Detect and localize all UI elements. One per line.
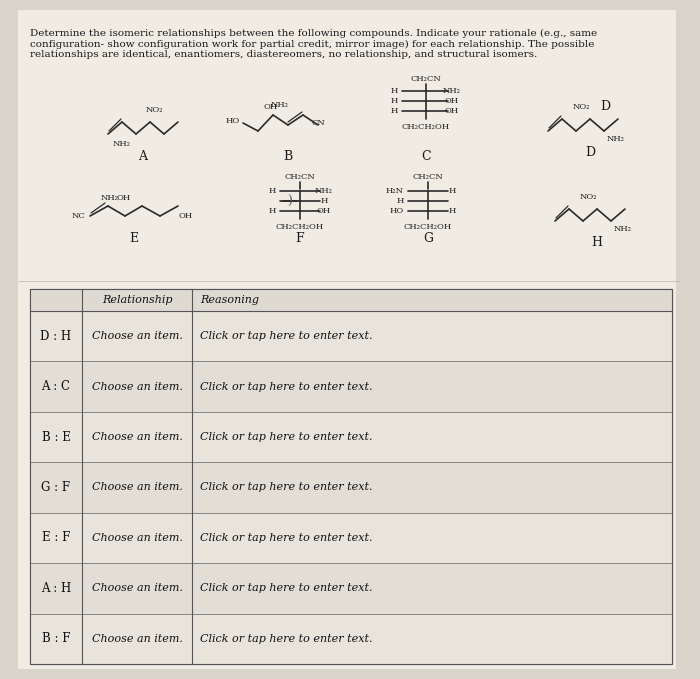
Text: Choose an item.: Choose an item. — [92, 432, 183, 442]
FancyBboxPatch shape — [30, 462, 672, 513]
Text: CN: CN — [311, 119, 325, 127]
Text: NO₂: NO₂ — [580, 193, 596, 201]
FancyBboxPatch shape — [30, 289, 672, 311]
Text: H: H — [269, 207, 276, 215]
Text: ): ) — [288, 194, 293, 208]
Text: NH₂: NH₂ — [315, 187, 333, 195]
Text: Click or tap here to enter text.: Click or tap here to enter text. — [200, 331, 372, 342]
Text: Choose an item.: Choose an item. — [92, 583, 183, 593]
Text: A : H: A : H — [41, 582, 71, 595]
Text: NO₂: NO₂ — [573, 103, 589, 111]
Text: D: D — [600, 100, 610, 113]
Text: E: E — [130, 232, 139, 246]
Text: B : F: B : F — [42, 632, 70, 645]
Text: Choose an item.: Choose an item. — [92, 483, 183, 492]
Text: H: H — [397, 197, 404, 205]
Text: F: F — [295, 232, 304, 246]
Text: H₂N: H₂N — [386, 187, 404, 195]
Text: HO: HO — [390, 207, 404, 215]
Text: CH₂CN: CH₂CN — [411, 75, 442, 83]
Text: OH: OH — [317, 207, 331, 215]
FancyBboxPatch shape — [30, 563, 672, 614]
Text: G : F: G : F — [41, 481, 71, 494]
Text: CH₂CN: CH₂CN — [412, 173, 443, 181]
Text: Click or tap here to enter text.: Click or tap here to enter text. — [200, 432, 372, 442]
Text: Reasoning: Reasoning — [200, 295, 259, 305]
Text: CH₂CN: CH₂CN — [285, 173, 316, 181]
FancyBboxPatch shape — [30, 513, 672, 563]
FancyBboxPatch shape — [18, 10, 676, 669]
Text: NC: NC — [71, 212, 85, 220]
Text: OH: OH — [179, 212, 193, 220]
Text: OH: OH — [445, 97, 459, 105]
Text: H: H — [448, 187, 456, 195]
Text: D: D — [585, 147, 595, 160]
Text: NH₂: NH₂ — [443, 87, 461, 95]
Text: B : E: B : E — [41, 430, 71, 443]
Text: Click or tap here to enter text.: Click or tap here to enter text. — [200, 533, 372, 543]
Text: H: H — [448, 207, 456, 215]
Text: NH₂: NH₂ — [113, 140, 131, 148]
Text: Choose an item.: Choose an item. — [92, 634, 183, 644]
Text: E : F: E : F — [42, 532, 70, 545]
Text: NH₂: NH₂ — [607, 135, 625, 143]
Text: Click or tap here to enter text.: Click or tap here to enter text. — [200, 634, 372, 644]
FancyBboxPatch shape — [30, 289, 672, 664]
Text: A: A — [139, 149, 148, 162]
FancyBboxPatch shape — [30, 614, 672, 664]
Text: H: H — [592, 236, 603, 249]
Text: Determine the isomeric relationships between the following compounds. Indicate y: Determine the isomeric relationships bet… — [30, 29, 597, 59]
Text: H: H — [391, 107, 398, 115]
Text: CH₂CH₂OH: CH₂CH₂OH — [404, 223, 452, 231]
FancyBboxPatch shape — [30, 412, 672, 462]
Text: A : C: A : C — [41, 380, 71, 393]
Text: H: H — [391, 87, 398, 95]
Text: Relationship: Relationship — [102, 295, 172, 305]
Text: G: G — [423, 232, 433, 246]
Text: CH₂CH₂OH: CH₂CH₂OH — [276, 223, 324, 231]
Text: Choose an item.: Choose an item. — [92, 331, 183, 342]
Text: Click or tap here to enter text.: Click or tap here to enter text. — [200, 382, 372, 392]
Text: OH: OH — [264, 103, 278, 111]
Text: B: B — [284, 149, 293, 162]
Text: OH: OH — [445, 107, 459, 115]
Text: H: H — [391, 97, 398, 105]
Text: NH₂: NH₂ — [101, 194, 119, 202]
Text: OH: OH — [117, 194, 131, 202]
Text: Choose an item.: Choose an item. — [92, 382, 183, 392]
Text: NH₂: NH₂ — [614, 225, 632, 233]
Text: NO₂: NO₂ — [146, 106, 162, 114]
Text: D : H: D : H — [41, 330, 71, 343]
Text: Choose an item.: Choose an item. — [92, 533, 183, 543]
Text: H: H — [269, 187, 276, 195]
Text: Click or tap here to enter text.: Click or tap here to enter text. — [200, 583, 372, 593]
Text: H: H — [321, 197, 328, 205]
Text: C: C — [421, 149, 430, 162]
Text: NH₂: NH₂ — [271, 101, 289, 109]
Text: Click or tap here to enter text.: Click or tap here to enter text. — [200, 483, 372, 492]
Text: CH₂CH₂OH: CH₂CH₂OH — [402, 123, 450, 131]
FancyBboxPatch shape — [30, 311, 672, 361]
Text: HO: HO — [225, 117, 240, 125]
FancyBboxPatch shape — [30, 361, 672, 412]
